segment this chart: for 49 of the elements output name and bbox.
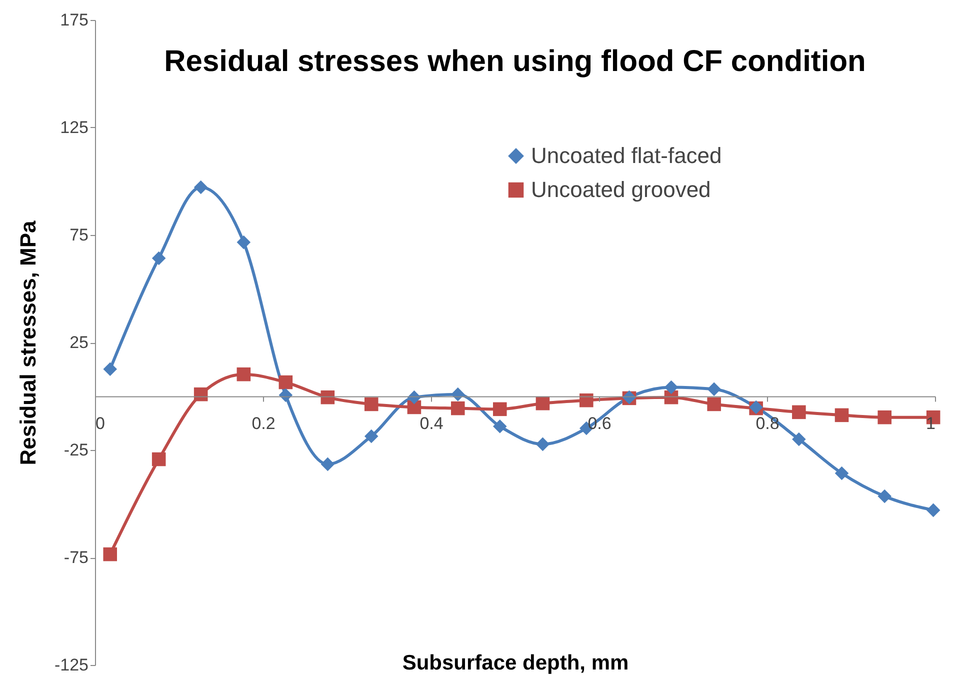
- point: [878, 410, 892, 424]
- point: [236, 367, 251, 382]
- point: [536, 437, 550, 452]
- y-tick-label: 125: [60, 118, 88, 137]
- point: [707, 382, 721, 396]
- x-tick-label: 0: [96, 414, 105, 433]
- x-axis-title: Subsurface depth, mm: [402, 652, 629, 674]
- x-tick-label: 0.8: [756, 414, 780, 433]
- point: [450, 387, 465, 402]
- point: [878, 489, 892, 504]
- x-tick-label: 0.2: [252, 414, 276, 433]
- point: [834, 466, 849, 480]
- point: [152, 452, 166, 466]
- point: [364, 397, 378, 412]
- point: [407, 400, 422, 414]
- x-tick-label: 0.4: [420, 414, 444, 433]
- point: [792, 405, 806, 420]
- y-tick-label: 75: [70, 226, 88, 244]
- legend-label: Uncoated grooved: [531, 177, 711, 202]
- point: [194, 387, 208, 402]
- y-tick-label: -25: [64, 440, 88, 460]
- point: [236, 235, 251, 250]
- point: [152, 251, 166, 266]
- point: [492, 419, 507, 434]
- point: [103, 362, 118, 376]
- point: [536, 396, 550, 410]
- point: [320, 457, 335, 472]
- point: [580, 393, 594, 408]
- point: [364, 429, 378, 444]
- point: [450, 401, 465, 416]
- point: [320, 390, 335, 404]
- point: [278, 375, 293, 390]
- y-tick-label: 175: [60, 10, 88, 30]
- point: [792, 432, 806, 446]
- legend-label: Uncoated flat-faced: [531, 143, 722, 168]
- point: [492, 402, 507, 416]
- point: [926, 503, 940, 518]
- point: [103, 547, 118, 562]
- point: [407, 390, 422, 404]
- y-tick-label: 25: [70, 333, 88, 352]
- point: [707, 397, 721, 412]
- text: Residual stresses when using flood CF condition: [164, 45, 866, 78]
- y-tick-label: -125: [54, 656, 88, 674]
- y-tick-label: -75: [64, 548, 88, 567]
- point: [278, 388, 293, 402]
- point: [664, 380, 678, 394]
- point: [834, 408, 849, 422]
- y-axis-title: Residual stresses, MPa: [15, 220, 40, 466]
- point: [194, 180, 208, 194]
